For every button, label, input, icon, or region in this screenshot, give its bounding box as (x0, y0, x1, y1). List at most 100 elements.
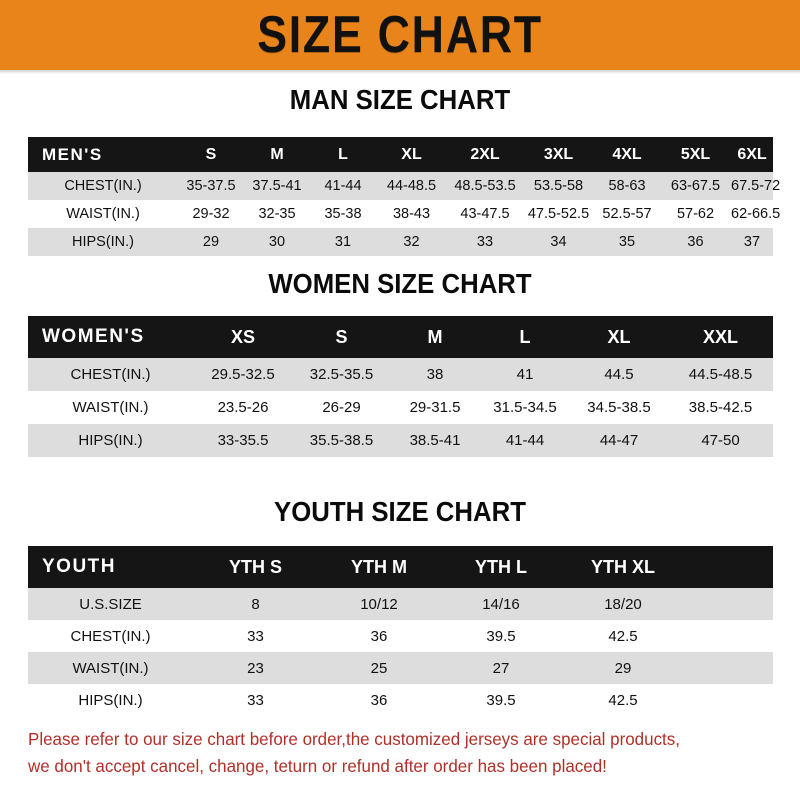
women-cell-2-1: 35.5-38.5 (293, 424, 390, 457)
men-cell-0-0: 35-37.5 (178, 172, 244, 200)
women-cell-0-1: 32.5-35.5 (293, 358, 390, 391)
women-cell-0-5: 44.5-48.5 (668, 358, 773, 391)
men-col-header-7: 5XL (660, 137, 731, 172)
women-row-label-2: HIPS(IN.) (28, 424, 193, 457)
women-col-header-0: XS (193, 316, 293, 358)
banner-shadow-divider (0, 70, 800, 74)
table-row: U.S.SIZE 8 10/12 14/16 18/20 (28, 588, 773, 620)
men-cell-1-8: 62-66.5 (731, 200, 780, 228)
men-cell-0-7: 63-67.5 (660, 172, 731, 200)
youth-cell-1-1: 36 (318, 620, 440, 652)
men-cell-0-4: 48.5-53.5 (447, 172, 523, 200)
banner-title: SIZE CHART (257, 6, 543, 64)
men-cell-2-0: 29 (178, 228, 244, 256)
women-cell-1-2: 29-31.5 (390, 391, 480, 424)
men-col-header-8: 6XL (731, 137, 773, 172)
men-row-label-0: CHEST(IN.) (28, 172, 178, 200)
table-row: HIPS(IN.) 29 30 31 32 33 34 35 36 37 (28, 228, 773, 256)
table-row: CHEST(IN.) 35-37.5 37.5-41 41-44 44-48.5… (28, 172, 780, 200)
men-col-header-6: 4XL (594, 137, 660, 172)
men-header-row: MEN'S S M L XL 2XL 3XL 4XL 5XL 6XL (28, 137, 773, 172)
youth-cell-1-0: 33 (193, 620, 318, 652)
men-size-table: MEN'S S M L XL 2XL 3XL 4XL 5XL 6XL CHEST… (28, 137, 780, 256)
youth-cell-3-0: 33 (193, 684, 318, 716)
youth-header-row: YOUTH YTH S YTH M YTH L YTH XL (28, 546, 773, 588)
men-category-header: MEN'S (28, 137, 178, 172)
women-cell-0-4: 44.5 (570, 358, 668, 391)
youth-col-header-spacer (684, 546, 773, 588)
women-cell-2-0: 33-35.5 (193, 424, 293, 457)
youth-cell-1-2: 39.5 (440, 620, 562, 652)
women-col-header-1: S (293, 316, 390, 358)
table-row: CHEST(IN.) 33 36 39.5 42.5 (28, 620, 773, 652)
women-col-header-4: XL (570, 316, 668, 358)
women-row-label-0: CHEST(IN.) (28, 358, 193, 391)
men-row-label-1: WAIST(IN.) (28, 200, 178, 228)
disclaimer-line-2: we don't accept cancel, change, teturn o… (28, 756, 607, 777)
men-cell-1-1: 32-35 (244, 200, 310, 228)
women-cell-0-0: 29.5-32.5 (193, 358, 293, 391)
men-cell-0-1: 37.5-41 (244, 172, 310, 200)
men-cell-2-8: 37 (731, 228, 773, 256)
men-cell-1-2: 35-38 (310, 200, 376, 228)
youth-cell-0-spacer (684, 588, 773, 620)
youth-cell-3-3: 42.5 (562, 684, 684, 716)
men-col-header-0: S (178, 137, 244, 172)
men-col-header-5: 3XL (523, 137, 594, 172)
youth-cell-2-0: 23 (193, 652, 318, 684)
men-cell-2-1: 30 (244, 228, 310, 256)
youth-cell-3-2: 39.5 (440, 684, 562, 716)
women-category-header: WOMEN'S (28, 316, 193, 358)
men-cell-1-7: 57-62 (660, 200, 731, 228)
table-row: WAIST(IN.) 23.5-26 26-29 29-31.5 31.5-34… (28, 391, 773, 424)
men-table-body: CHEST(IN.) 35-37.5 37.5-41 41-44 44-48.5… (28, 172, 780, 256)
women-section-title: WOMEN SIZE CHART (268, 268, 532, 299)
women-table-head: WOMEN'S XS S M L XL XXL (28, 316, 773, 358)
youth-category-header: YOUTH (28, 546, 193, 588)
men-cell-0-3: 44-48.5 (376, 172, 447, 200)
youth-row-label-2: WAIST(IN.) (28, 652, 193, 684)
men-cell-2-4: 33 (447, 228, 523, 256)
women-cell-1-1: 26-29 (293, 391, 390, 424)
women-cell-1-5: 38.5-42.5 (668, 391, 773, 424)
youth-cell-0-3: 18/20 (562, 588, 684, 620)
women-header-row: WOMEN'S XS S M L XL XXL (28, 316, 773, 358)
youth-cell-2-spacer (684, 652, 773, 684)
women-cell-0-2: 38 (390, 358, 480, 391)
youth-col-header-2: YTH L (440, 546, 562, 588)
men-table-head: MEN'S S M L XL 2XL 3XL 4XL 5XL 6XL (28, 137, 773, 172)
youth-cell-2-1: 25 (318, 652, 440, 684)
men-cell-1-3: 38-43 (376, 200, 447, 228)
women-cell-2-4: 44-47 (570, 424, 668, 457)
women-col-header-3: L (480, 316, 570, 358)
men-cell-0-6: 58-63 (594, 172, 660, 200)
youth-cell-1-3: 42.5 (562, 620, 684, 652)
table-row: WAIST(IN.) 29-32 32-35 35-38 38-43 43-47… (28, 200, 780, 228)
youth-cell-2-2: 27 (440, 652, 562, 684)
youth-cell-1-spacer (684, 620, 773, 652)
table-row: WAIST(IN.) 23 25 27 29 (28, 652, 773, 684)
youth-size-table: YOUTH YTH S YTH M YTH L YTH XL U.S.SIZE … (28, 546, 773, 716)
youth-cell-2-3: 29 (562, 652, 684, 684)
men-col-header-1: M (244, 137, 310, 172)
men-cell-2-5: 34 (523, 228, 594, 256)
women-cell-2-3: 41-44 (480, 424, 570, 457)
men-cell-0-8: 67.5-72 (731, 172, 780, 200)
women-row-label-1: WAIST(IN.) (28, 391, 193, 424)
men-cell-2-3: 32 (376, 228, 447, 256)
table-row: HIPS(IN.) 33 36 39.5 42.5 (28, 684, 773, 716)
men-col-header-2: L (310, 137, 376, 172)
man-section-title: MAN SIZE CHART (289, 84, 511, 115)
men-row-label-2: HIPS(IN.) (28, 228, 178, 256)
youth-cell-0-1: 10/12 (318, 588, 440, 620)
women-cell-1-4: 34.5-38.5 (570, 391, 668, 424)
men-cell-2-6: 35 (594, 228, 660, 256)
youth-row-label-1: CHEST(IN.) (28, 620, 193, 652)
women-cell-2-5: 47-50 (668, 424, 773, 457)
men-cell-0-5: 53.5-58 (523, 172, 594, 200)
men-cell-0-2: 41-44 (310, 172, 376, 200)
men-cell-1-4: 43-47.5 (447, 200, 523, 228)
men-cell-1-5: 47.5-52.5 (523, 200, 594, 228)
youth-col-header-0: YTH S (193, 546, 318, 588)
